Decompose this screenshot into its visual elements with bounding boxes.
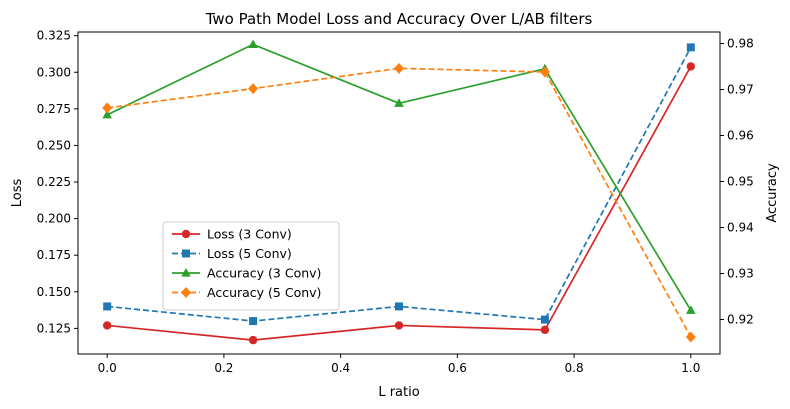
series-1-point: [395, 302, 403, 311]
y-axis-right-label: Accuracy: [765, 163, 780, 223]
x-tick-label: 0.2: [214, 361, 233, 375]
y-left-tick-label: 0.275: [37, 102, 71, 116]
chart-title: Two Path Model Loss and Accuracy Over L/…: [205, 10, 593, 28]
series-0-point: [394, 321, 404, 330]
y-axis-left: 0.125 0.150 0.175 0.200 0.225 0.250 0.275 0.300…: [37, 29, 78, 335]
x-axis-label: L ratio: [378, 385, 419, 400]
y-left-tick-label: 0.175: [37, 248, 71, 262]
y-right-tick-label: 0.92: [727, 313, 754, 327]
series-3-point: [539, 66, 550, 78]
series-2-point: [394, 98, 404, 107]
x-tick-label: 0.0: [98, 361, 117, 375]
y-right-tick-label: 0.97: [727, 83, 754, 97]
x-axis: 0.0 0.2 0.4 0.6 0.8 1.0: [98, 354, 700, 375]
legend-swatch-marker: [182, 249, 190, 258]
series-3-point: [102, 102, 113, 114]
x-tick-label: 1.0: [681, 361, 700, 375]
series-0-point: [248, 335, 258, 345]
series-2-point: [686, 305, 696, 314]
series-1-point: [249, 317, 258, 326]
y-left-tick-label: 0.125: [37, 321, 71, 335]
series-3-point: [394, 62, 404, 74]
legend-swatch-marker: [181, 287, 191, 298]
y-axis-right: 0.92 0.93 0.94 0.95 0.96 0.97 0.98: [720, 37, 754, 327]
x-tick-label: 0.4: [331, 361, 350, 375]
series-1-point: [540, 315, 549, 324]
series-line-3: [107, 67, 692, 338]
legend-swatch-marker: [181, 229, 191, 239]
series-0-point: [686, 62, 696, 71]
y-left-tick-label: 0.225: [37, 175, 71, 189]
plot-markers: [102, 39, 696, 345]
legend: Loss (3 Conv) Loss (5 Conv) Accuracy (3 Co…: [162, 221, 340, 311]
y-left-tick-label: 0.250: [37, 138, 71, 152]
y-right-tick-label: 0.93: [727, 267, 754, 281]
series-0-point: [102, 321, 112, 330]
y-right-tick-label: 0.98: [727, 37, 754, 51]
legend-swatch-marker: [181, 268, 191, 277]
y-right-tick-label: 0.94: [727, 221, 754, 235]
legend-box: [162, 221, 340, 311]
y-right-tick-label: 0.95: [727, 175, 754, 189]
series-2-point: [248, 39, 258, 49]
x-tick-label: 0.8: [565, 361, 584, 375]
series-3-point: [685, 331, 696, 343]
legend-label: Loss (3 Conv): [207, 227, 292, 242]
legend-label: Accuracy (5 Conv): [207, 285, 321, 300]
series-1-point: [103, 302, 112, 311]
legend-label: Accuracy (3 Conv): [207, 266, 321, 281]
y-axis-left-label: Loss: [10, 179, 25, 208]
y-left-tick-label: 0.300: [37, 65, 71, 79]
x-tick-label: 0.6: [448, 361, 467, 375]
series-2-point: [102, 109, 112, 119]
legend-label: Loss (5 Conv): [207, 246, 292, 261]
series-3-point: [248, 83, 259, 95]
y-left-tick-label: 0.150: [37, 285, 71, 299]
series-1-point: [686, 43, 695, 52]
y-left-tick-label: 0.325: [37, 29, 71, 43]
y-left-tick-label: 0.200: [37, 212, 71, 226]
plot-frame: [77, 31, 721, 355]
y-right-tick-label: 0.96: [727, 129, 754, 143]
series-0-point: [540, 325, 550, 335]
